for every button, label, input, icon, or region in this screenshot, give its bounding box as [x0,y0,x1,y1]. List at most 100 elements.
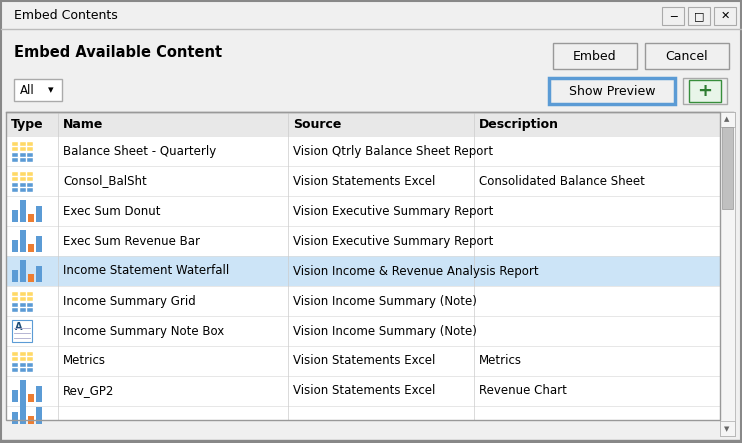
Bar [645,43,729,69]
Text: ▾: ▾ [48,85,53,95]
Bar [12,351,18,355]
Bar [12,188,18,192]
Bar [722,127,733,210]
Bar [19,291,25,295]
Text: Rev_GP2: Rev_GP2 [63,385,114,397]
Bar [27,362,33,366]
Text: Embed: Embed [573,50,617,62]
Bar [12,297,18,301]
Text: Metrics: Metrics [479,354,522,368]
Bar [6,406,720,420]
Bar [6,316,720,346]
Bar [19,158,25,162]
Bar [12,368,18,372]
Bar [714,7,736,25]
Bar [12,158,18,162]
Bar [20,260,26,282]
Bar [720,112,735,127]
Bar [19,177,25,181]
Bar [6,196,720,226]
Text: □: □ [694,11,704,21]
Bar [28,394,34,402]
Bar [19,171,25,175]
Bar [27,171,33,175]
Text: Vision Statements Excel: Vision Statements Excel [293,354,436,368]
Bar [12,210,18,222]
Text: Exec Sum Revenue Bar: Exec Sum Revenue Bar [63,234,200,248]
Bar [12,362,18,366]
Bar [12,291,18,295]
Bar [27,158,33,162]
Bar [12,177,18,181]
Bar [720,112,735,436]
Bar [27,368,33,372]
Bar [6,346,720,376]
Bar [36,236,42,252]
Bar [12,171,18,175]
Bar [12,152,18,156]
Text: Revenue Chart: Revenue Chart [479,385,567,397]
Bar [19,297,25,301]
Text: Vision Executive Summary Report: Vision Executive Summary Report [293,234,493,248]
Text: Exec Sum Donut: Exec Sum Donut [63,205,160,218]
Text: Income Summary Note Box: Income Summary Note Box [63,325,224,338]
Bar [19,368,25,372]
Bar [19,308,25,312]
Bar [28,274,34,282]
Bar [20,200,26,222]
Text: Consol_BalSht: Consol_BalSht [63,175,147,187]
Bar [27,152,33,156]
Text: Source: Source [293,117,341,131]
Text: Vision Income & Revenue Analysis Report: Vision Income & Revenue Analysis Report [293,264,539,277]
Bar [549,78,675,104]
Text: Embed Contents: Embed Contents [14,8,118,22]
Text: Vision Statements Excel: Vision Statements Excel [293,175,436,187]
Bar [27,297,33,301]
Text: Consolidated Balance Sheet: Consolidated Balance Sheet [479,175,645,187]
Bar [688,7,710,25]
Bar [12,141,18,145]
Text: Income Summary Grid: Income Summary Grid [63,295,196,307]
Bar [19,362,25,366]
Bar [6,376,720,406]
Bar [20,230,26,252]
Text: All: All [20,83,35,97]
Text: Vision Qtrly Balance Sheet Report: Vision Qtrly Balance Sheet Report [293,144,493,158]
Bar [12,303,18,307]
Bar [12,412,18,424]
Bar [12,183,18,187]
Bar [27,147,33,151]
Bar [12,320,32,342]
Bar [27,291,33,295]
Bar [36,407,42,424]
Bar [12,357,18,361]
Text: Vision Income Summary (Note): Vision Income Summary (Note) [293,295,477,307]
Text: Metrics: Metrics [63,354,106,368]
Text: ✕: ✕ [720,11,729,21]
Text: Cancel: Cancel [666,50,709,62]
Bar [553,43,637,69]
Bar [6,256,720,286]
Bar [27,308,33,312]
Text: +: + [697,82,712,100]
Bar [28,244,34,252]
Bar [6,112,720,136]
Bar [6,166,720,196]
Bar [12,240,18,252]
Bar [27,183,33,187]
Bar [19,303,25,307]
Text: Vision Statements Excel: Vision Statements Excel [293,385,436,397]
Bar [36,206,42,222]
Bar [19,152,25,156]
Bar [27,188,33,192]
Bar [28,416,34,424]
Bar [6,112,720,420]
Text: Name: Name [63,117,103,131]
Bar [6,136,720,166]
Text: Description: Description [479,117,559,131]
Bar [20,402,26,424]
Bar [27,351,33,355]
Bar [683,78,727,104]
Text: Show Preview: Show Preview [569,85,655,97]
Bar [14,79,62,101]
